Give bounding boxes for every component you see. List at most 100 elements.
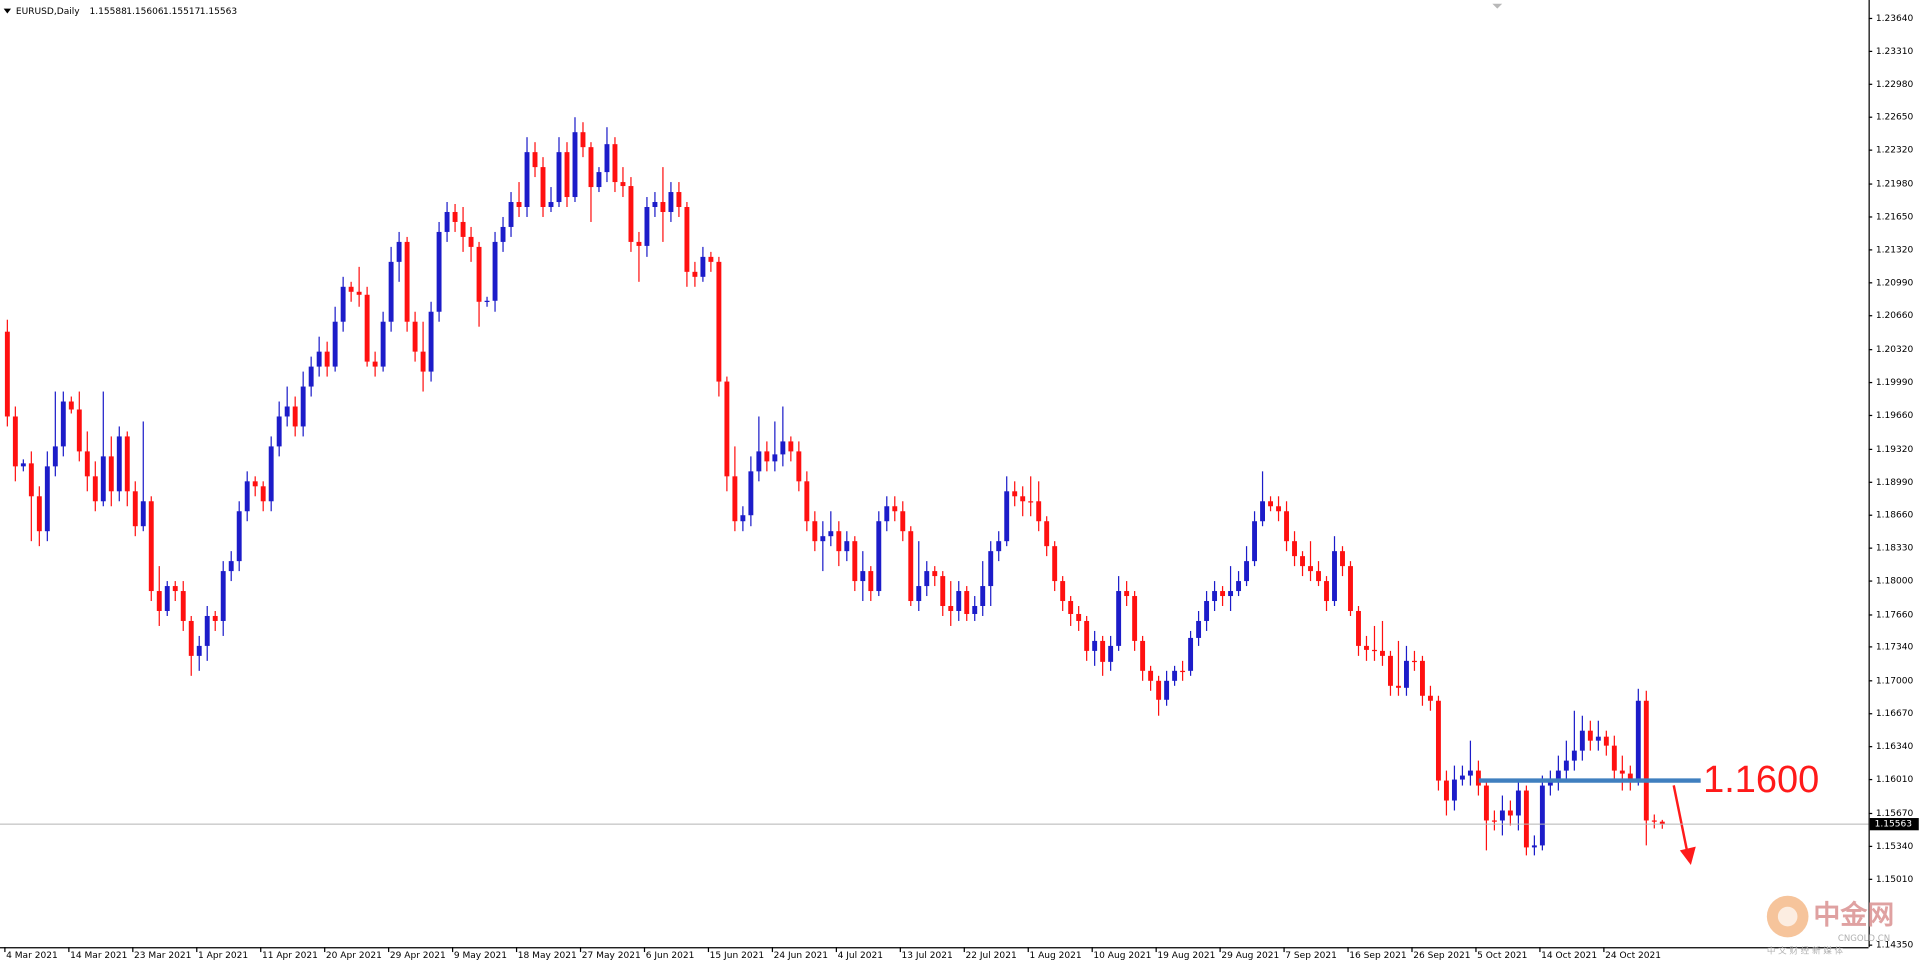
candle-body (484, 300, 490, 302)
candle-body (948, 606, 954, 611)
candle-body (820, 536, 826, 542)
y-tick-label: 1.18990 (1876, 478, 1914, 488)
candle-body (452, 211, 458, 222)
candle-body (1100, 640, 1106, 662)
candle-body (164, 586, 170, 611)
candle-body (348, 286, 354, 292)
x-tick-label: 9 May 2021 (454, 951, 507, 961)
y-tick-label: 1.16670 (1876, 709, 1914, 719)
y-tick-label: 1.22650 (1876, 113, 1914, 123)
y-tick-label: 1.23640 (1876, 14, 1914, 24)
candle-body (1595, 736, 1601, 741)
candle-body (1052, 546, 1058, 582)
candle-body (1156, 680, 1162, 700)
candles (4, 117, 1665, 856)
candle-body (700, 256, 706, 277)
candle-body (1467, 770, 1473, 776)
candle-body (1292, 541, 1297, 557)
candle-body (212, 615, 218, 621)
candle-body (684, 207, 690, 272)
candle-body (220, 571, 226, 621)
candle-body (1108, 645, 1114, 662)
x-tick-label: 19 Aug 2021 (1157, 951, 1215, 961)
y-tick-label: 1.19320 (1876, 445, 1914, 455)
candle-body (564, 152, 570, 198)
candle-body (1635, 700, 1641, 781)
candle-body (1507, 810, 1513, 816)
candle-body (1180, 670, 1186, 673)
symbol-title: EURUSD,Daily (16, 7, 80, 17)
candle-body (556, 152, 562, 203)
candle-body (980, 586, 986, 607)
y-tick-label: 1.20660 (1876, 311, 1914, 321)
candle-body (52, 446, 58, 467)
candle-body (372, 361, 378, 367)
y-tick-label: 1.18660 (1876, 511, 1914, 521)
candle-body (916, 586, 922, 602)
candle-body (1204, 601, 1210, 621)
candle-body (172, 586, 178, 592)
candle-body (796, 451, 802, 482)
current-price-label: 1.15563 (1875, 820, 1913, 830)
candle-body (692, 271, 698, 277)
candle-body (276, 416, 282, 447)
y-tick-label: 1.20990 (1876, 278, 1914, 288)
candle-body (604, 144, 610, 173)
candle-body (1651, 820, 1657, 822)
current-price-box (1869, 818, 1919, 831)
candle-body (436, 231, 442, 312)
candle-body (660, 202, 666, 212)
candle-body (1076, 613, 1082, 621)
candle-body (644, 207, 650, 246)
candle-body (1659, 821, 1665, 825)
candle-body (1164, 680, 1170, 700)
x-tick-label: 13 Jul 2021 (902, 951, 953, 961)
candle-body (596, 172, 602, 188)
candle-body (156, 591, 162, 611)
candle-body (1412, 660, 1417, 663)
candle-body (524, 152, 530, 208)
candle-body (1084, 620, 1090, 651)
y-tick-label: 1.17660 (1876, 610, 1914, 620)
x-tick-label: 6 Jun 2021 (646, 951, 695, 961)
header-low: 1.15517 (163, 7, 200, 17)
candle-body (252, 481, 258, 487)
candle-body (1459, 775, 1465, 780)
candle-body (716, 261, 722, 382)
candle-body (884, 506, 890, 522)
candle-body (1188, 637, 1194, 671)
candle-body (1443, 780, 1449, 801)
candle-body (508, 202, 514, 227)
candle-body (1172, 670, 1178, 681)
candle-body (84, 451, 90, 477)
x-tick-label: 5 Oct 2021 (1477, 951, 1527, 961)
candle-body (724, 381, 730, 477)
candle-body (812, 521, 818, 542)
x-tick-label: 14 Oct 2021 (1541, 951, 1597, 961)
candle-body (140, 501, 146, 527)
candle-body (228, 561, 234, 572)
candle-body (836, 531, 842, 552)
candle-body (516, 202, 522, 208)
candle-body (1451, 779, 1457, 801)
candle-body (1340, 551, 1345, 567)
candle-body (28, 463, 34, 497)
candle-body (132, 491, 138, 527)
candle-body (388, 261, 394, 322)
candle-body (636, 241, 642, 246)
candle-body (1236, 581, 1242, 592)
x-tick-label: 14 Mar 2021 (70, 951, 127, 961)
candle-body (852, 541, 858, 582)
level-label: 1.1600 (1703, 759, 1819, 801)
candle-body (324, 351, 330, 367)
candle-body (1388, 655, 1393, 686)
candle-body (964, 591, 970, 614)
y-tick-label: 1.16010 (1876, 775, 1914, 785)
candle-body (44, 466, 50, 532)
candle-body (1220, 591, 1226, 597)
candle-body (268, 446, 274, 502)
header-close: 1.15563 (200, 7, 238, 17)
candle-body (1316, 571, 1321, 582)
candle-body (60, 401, 66, 447)
